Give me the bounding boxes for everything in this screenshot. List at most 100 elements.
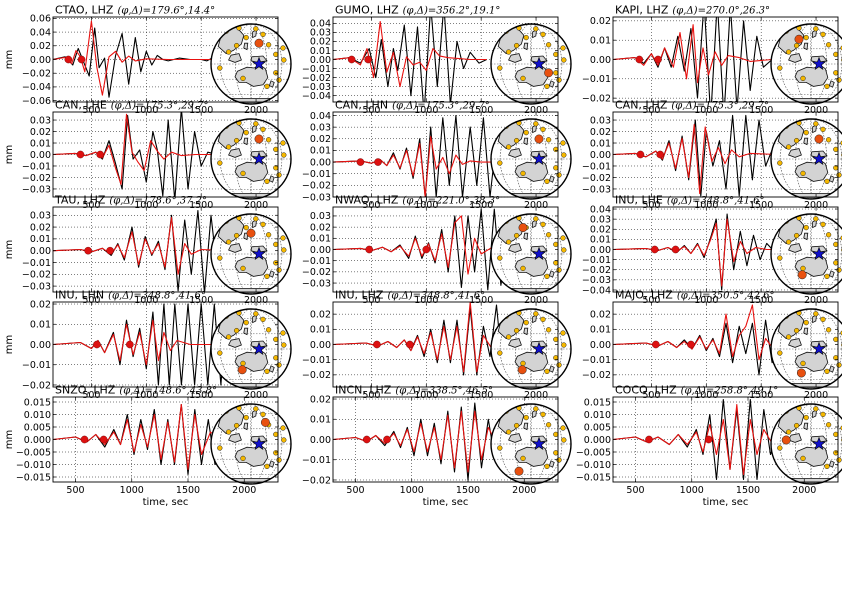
x-tick-label: 500 — [642, 200, 660, 211]
station-dot — [253, 311, 259, 317]
land-shape — [508, 338, 522, 348]
y-tick-label: 0.01 — [310, 46, 331, 57]
y-tick-label: 0.00 — [310, 245, 331, 256]
station-dot — [544, 368, 550, 375]
panel-title: CAN, LHN (φ,Δ)=175.3°,29.7° — [335, 99, 490, 112]
globe-outline — [210, 23, 292, 105]
station-dot — [813, 311, 819, 317]
meridian-line — [219, 404, 283, 484]
map-inset — [490, 308, 572, 390]
station-dot — [217, 350, 223, 356]
y-tick-label: 0.03 — [310, 211, 331, 222]
selected-station-dot — [544, 68, 554, 78]
trace-group — [53, 403, 228, 476]
panel-title-station: INCN, LHZ — [335, 384, 392, 397]
y-tick-label: −0.01 — [302, 256, 331, 267]
x-tick-label: 2000 — [524, 390, 548, 401]
y-tick-label: 0.00 — [30, 340, 51, 351]
station-dot — [523, 129, 529, 136]
globe-content — [491, 404, 571, 484]
panel-title-station: SNZO, LHZ — [55, 384, 116, 397]
y-tick-label: 0.01 — [310, 146, 331, 157]
y-tick-label: 0.04 — [30, 27, 51, 38]
station-dot — [280, 235, 286, 241]
panel-title-station: CAN, LHN — [335, 99, 388, 112]
land-shape — [228, 53, 242, 63]
phase-marker — [374, 158, 382, 166]
x-tick-label: 1000 — [134, 105, 158, 116]
panel-title: CTAO, LHZ (φ,Δ)=179.6°,14.4° — [55, 4, 215, 17]
phase-marker — [671, 245, 680, 254]
station-dot — [505, 144, 512, 150]
globe-outline — [770, 213, 842, 295]
station-dot — [540, 126, 546, 133]
x-tick-label: 1500 — [736, 485, 760, 496]
station-dot — [833, 241, 839, 248]
station-dot — [280, 140, 286, 146]
panel-title: INCN, LHZ (φ,Δ)=338.5°,46.5° — [335, 384, 493, 397]
y-tick-label: 0.010 — [24, 410, 51, 421]
station-dot — [264, 178, 270, 185]
phase-marker — [645, 435, 653, 444]
y-tick-label: 0.00 — [30, 246, 51, 257]
y-tick-label: 0.000 — [24, 435, 51, 446]
land-shape — [228, 338, 242, 348]
panel-title-coords: (φ,Δ)=348.8°,41.6° — [108, 291, 206, 302]
event-star-icon — [811, 151, 827, 166]
station-dot — [841, 57, 842, 63]
phase-marker — [347, 55, 356, 64]
land-shape — [548, 365, 555, 373]
globe-content — [491, 214, 571, 294]
panel-title: CAN, LHE (φ,Δ)=175.3°,29.7° — [55, 99, 208, 112]
x-tick-label: 500 — [362, 105, 380, 116]
observed-trace — [613, 213, 784, 291]
y-tick-label: −0.03 — [22, 281, 51, 292]
trace-group — [333, 402, 508, 481]
station-dot — [560, 425, 566, 431]
panel-title-station: CTAO, LHZ — [55, 4, 114, 17]
y-tick-label: −0.01 — [22, 161, 51, 172]
phase-marker — [96, 150, 104, 159]
station-dot — [533, 26, 539, 32]
globe-outline — [770, 118, 842, 200]
map-inset — [770, 23, 842, 105]
station-dot — [520, 170, 526, 177]
station-dot — [260, 316, 266, 323]
land-shape — [803, 422, 809, 431]
station-dot — [836, 77, 842, 83]
station-dot — [540, 221, 546, 228]
y-tick-label: −0.02 — [22, 380, 51, 391]
station-dot — [280, 330, 286, 336]
station-dot — [505, 334, 512, 340]
station-dot — [561, 437, 567, 443]
y-tick-label: 0.01 — [310, 415, 331, 426]
station-dot — [800, 265, 806, 272]
x-tick-label: 1000 — [414, 295, 438, 306]
x-tick-label: 1500 — [749, 295, 773, 306]
globe-outline — [210, 213, 292, 295]
x-tick-label: 1000 — [134, 295, 158, 306]
panel-title-station: INU, LHE — [615, 194, 663, 207]
y-tick-label: −0.04 — [302, 91, 331, 102]
station-dot — [273, 336, 279, 343]
selected-station-dot — [797, 270, 807, 280]
land-shape — [508, 53, 522, 63]
event-star-icon — [531, 56, 547, 71]
selected-station-dot — [237, 365, 247, 375]
x-tick-label: 2000 — [804, 105, 828, 116]
panel-title: NWAO, LHZ (φ,Δ)=221.0°,38.3° — [335, 194, 500, 207]
station-dot — [803, 129, 809, 136]
y-axis-label: mm — [4, 335, 15, 354]
phase-marker — [356, 158, 365, 166]
station-dot — [233, 422, 240, 429]
phase-marker — [76, 150, 85, 159]
y-tick-label: 0.01 — [590, 35, 611, 46]
land-shape — [243, 422, 249, 431]
land-shape — [803, 137, 809, 146]
trace-group — [333, 208, 521, 291]
map-inset — [770, 308, 842, 390]
station-dot — [533, 216, 539, 222]
panel-title-coords: (φ,Δ)=175.3°,29.7° — [392, 101, 490, 112]
panel-title-coords: (φ,Δ)=221.0°,38.3° — [402, 196, 500, 207]
x-tick-label: 1000 — [680, 485, 704, 496]
